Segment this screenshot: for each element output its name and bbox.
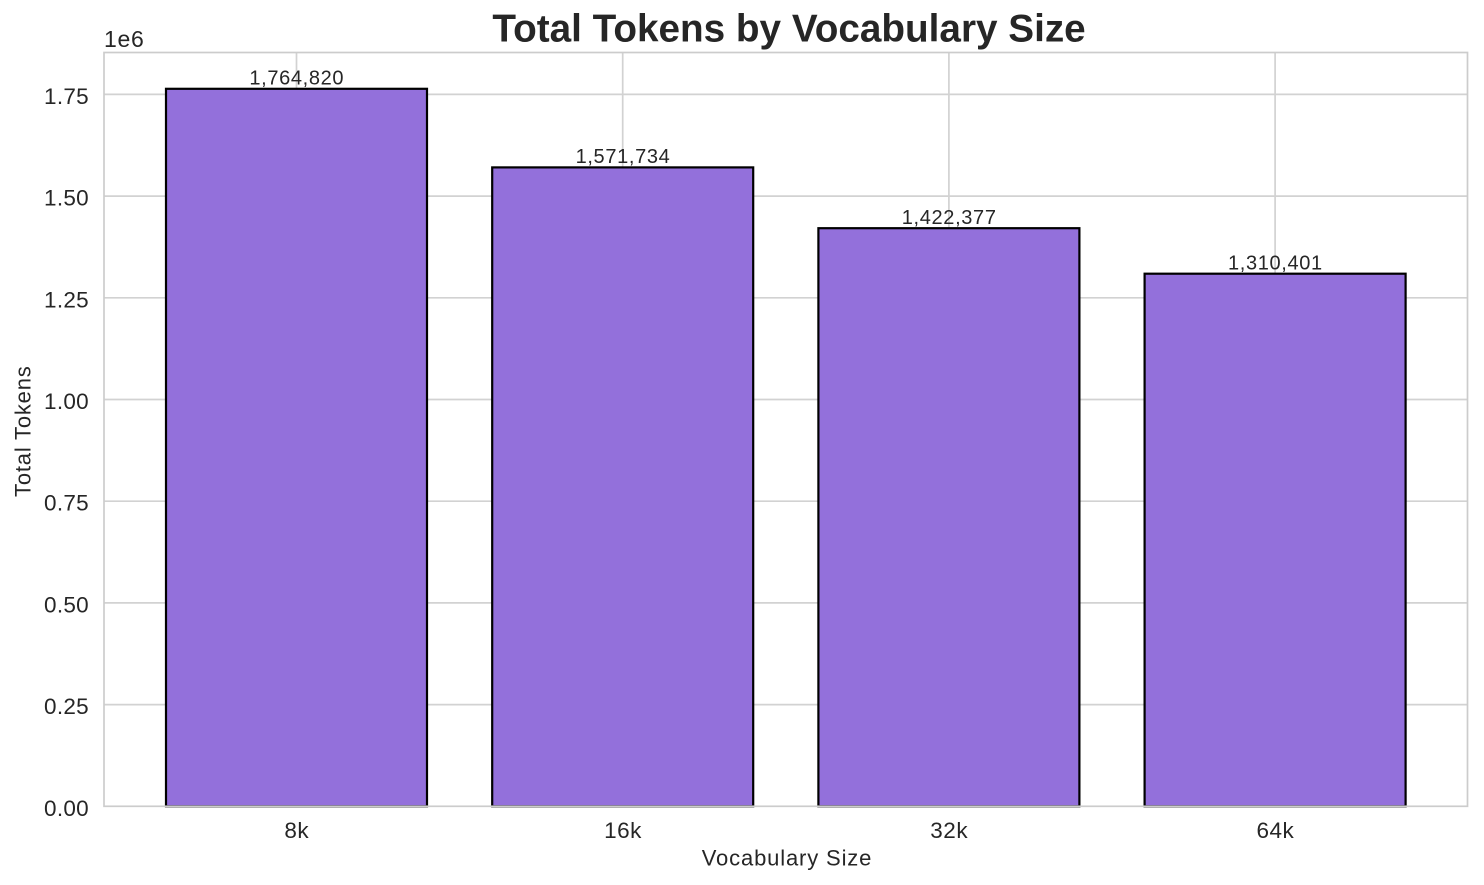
svg-text:Total Tokens by Vocabulary Siz: Total Tokens by Vocabulary Size [492, 7, 1085, 50]
svg-text:64k: 64k [1257, 818, 1295, 843]
svg-text:Vocabulary Size: Vocabulary Size [702, 845, 873, 870]
svg-text:1e6: 1e6 [104, 26, 144, 52]
svg-text:Total Tokens: Total Tokens [10, 365, 35, 497]
svg-text:1.00: 1.00 [44, 389, 89, 414]
svg-text:0.25: 0.25 [44, 694, 89, 719]
svg-text:32k: 32k [930, 818, 968, 843]
svg-text:16k: 16k [604, 818, 642, 843]
svg-text:1.50: 1.50 [44, 186, 89, 211]
svg-text:1.75: 1.75 [44, 84, 89, 109]
svg-text:1.25: 1.25 [44, 287, 89, 312]
svg-text:1,764,820: 1,764,820 [249, 68, 344, 90]
svg-text:1,571,734: 1,571,734 [576, 146, 671, 168]
svg-text:0.00: 0.00 [44, 796, 89, 821]
svg-text:0.75: 0.75 [44, 491, 89, 516]
svg-text:1,310,401: 1,310,401 [1228, 253, 1323, 275]
svg-text:1,422,377: 1,422,377 [902, 207, 997, 229]
svg-text:8k: 8k [284, 818, 309, 843]
svg-text:0.50: 0.50 [44, 592, 89, 617]
